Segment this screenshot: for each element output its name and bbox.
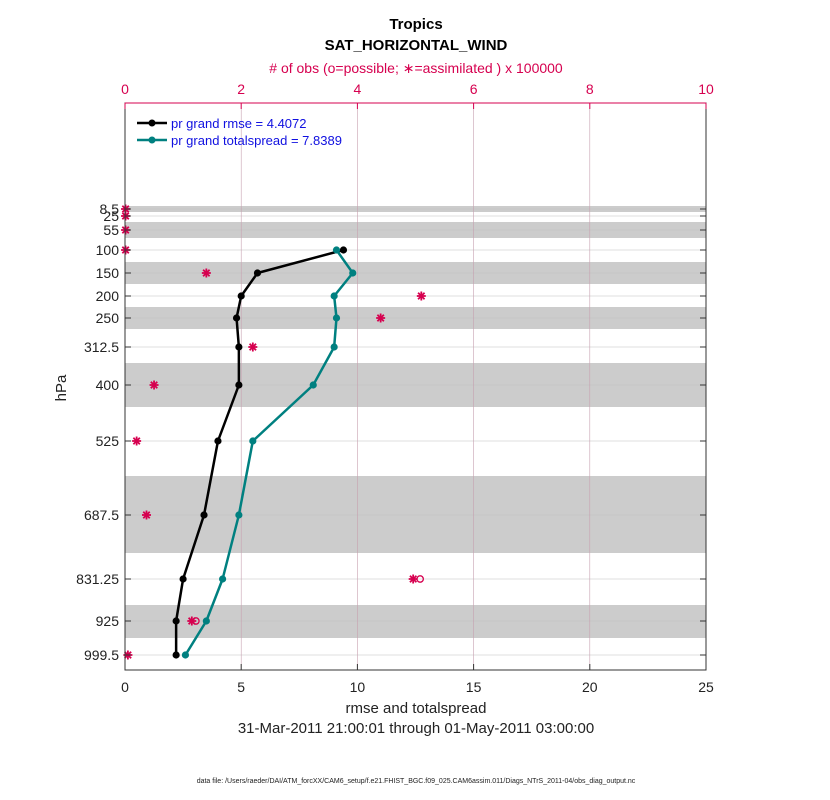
top-tick-label: 6 [470,81,478,97]
x-tick-label: 0 [121,679,129,695]
obs-assimilated-marker [141,510,151,520]
rmse-point [339,246,348,254]
totalspread-point [235,511,243,519]
rmse-point [179,575,187,583]
totalspread-point [330,292,338,300]
totalspread-point [332,314,341,322]
y-tick-label: 925 [96,613,120,629]
legend-spread-text: pr grand totalspread = 7.8389 [171,133,342,148]
y-tick-label: 250 [96,310,120,326]
top-tick-label: 10 [698,81,714,97]
footnote: data file: /Users/raeder/DAI/ATM_forcXX/… [197,778,636,785]
rmse-point [200,511,208,519]
obs-assimilated-marker [201,268,211,278]
legend: pr grand rmse = 4.4072 pr grand totalspr… [137,116,342,148]
y-tick-label: 400 [96,377,120,393]
chart-subtitle: SAT_HORIZONTAL_WIND [325,37,508,54]
totalspread-point [332,246,341,254]
y-tick-label: 200 [96,288,120,304]
legend-spread-marker [148,136,156,144]
rmse-point [235,343,243,351]
legend-rmse-marker [148,119,156,127]
level-bands [125,206,706,638]
y-tick-label: 687.5 [84,507,119,523]
obs-assimilated-marker [149,380,159,390]
rmse-point [237,292,245,300]
totalspread-point [330,343,338,351]
y-tick-label: 100 [96,242,120,258]
totalspread-point [309,381,317,389]
rmse-point [172,617,180,625]
axis-ticks: 0 2 4 6 8 100 5 10 15 20 258.52555100150200250312.… [76,81,714,695]
top-axis-label: # of obs (o=possible; ∗=assimilated ) x … [269,60,563,76]
x-tick-label: 10 [350,679,366,695]
y-tick-label: 8.5 [100,201,120,217]
totalspread-point [202,617,210,625]
obs-assimilated-marker [132,436,142,446]
obs-assimilated-marker [416,291,426,301]
obs-assimilated-marker [248,342,258,352]
level-band [125,476,706,553]
series-layer [172,246,357,659]
y-axis-label: hPa [53,374,70,401]
x-tick-label: 25 [698,679,714,695]
x-tick-label: 15 [466,679,482,695]
x-axis-label: rmse and totalspread [346,700,487,717]
top-tick-label: 0 [121,81,129,97]
y-tick-label: 25 [103,208,119,224]
rmse-point [214,437,222,445]
rmse-point [235,381,243,389]
obs-possible-marker [416,575,424,583]
obs-possible-marker [192,617,200,625]
chart-title: Tropics [389,16,442,33]
y-tick-label: 999.5 [84,647,119,663]
x-tick-label: 5 [237,679,245,695]
level-band [125,605,706,638]
legend-rmse-text: pr grand rmse = 4.4072 [171,116,307,131]
y-tick-label: 55 [103,222,119,238]
rmse-point [232,314,241,322]
rmse-point [253,269,262,277]
top-tick-label: 8 [586,81,594,97]
y-tick-label: 150 [96,265,120,281]
rmse-point [172,651,180,659]
y-tick-label: 312.5 [84,339,119,355]
totalspread-point [349,269,357,277]
top-tick-label: 2 [237,81,245,97]
y-tick-label: 831.25 [76,571,119,587]
obs-assimilated-marker [408,574,418,584]
x-tick-label: 20 [582,679,598,695]
y-tick-label: 525 [96,433,120,449]
totalspread-point [219,575,227,583]
totalspread-point [181,651,190,659]
top-tick-label: 4 [354,81,362,97]
date-range: 31-Mar-2011 21:00:01 through 01-May-2011… [238,720,594,737]
obs-assimilated-marker [376,313,386,323]
totalspread-point [249,437,257,445]
